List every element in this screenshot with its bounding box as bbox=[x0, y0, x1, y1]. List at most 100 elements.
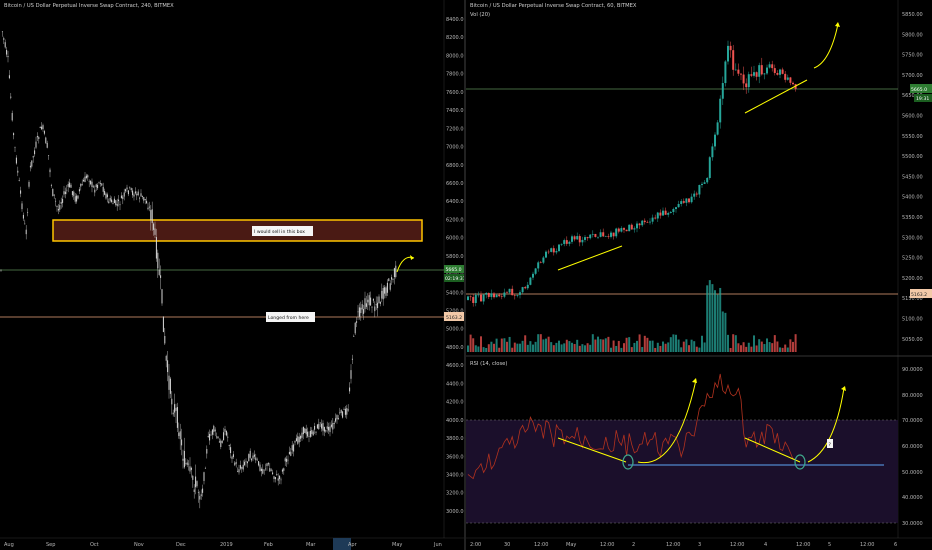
right-candle-body bbox=[747, 74, 750, 88]
panel-divider[interactable] bbox=[464, 0, 466, 550]
left-price-tick: 4400.0 bbox=[446, 381, 464, 387]
volume-bar bbox=[581, 344, 584, 352]
left-candle-body bbox=[207, 436, 209, 438]
left-candle-body bbox=[330, 424, 332, 427]
right-candle-body bbox=[654, 217, 657, 219]
left-candle-body bbox=[328, 426, 330, 431]
left-candle-body bbox=[126, 187, 128, 190]
right-candle-body bbox=[493, 293, 495, 298]
right-candle-body bbox=[734, 69, 737, 71]
left-candle-body bbox=[168, 375, 170, 390]
left-candle-body bbox=[297, 436, 299, 444]
left-candle-body bbox=[238, 469, 240, 473]
left-candle-body bbox=[186, 462, 188, 465]
left-candle-body bbox=[137, 191, 139, 196]
volume-bar bbox=[695, 346, 698, 352]
volume-bar bbox=[472, 338, 475, 352]
volume-bar bbox=[555, 342, 558, 352]
volume-bar bbox=[628, 337, 631, 352]
left-candle-body bbox=[49, 169, 51, 173]
left-candle-body bbox=[141, 195, 143, 197]
volume-bar bbox=[693, 341, 696, 352]
volume-bar bbox=[519, 343, 521, 352]
left-candle-body bbox=[214, 429, 216, 432]
right-price-chart[interactable]: 5850.00 5800.00 5750.00 5700.00 5650.00 5600.… bbox=[466, 0, 932, 550]
right-candle-body bbox=[524, 287, 527, 289]
right-candle-body bbox=[612, 232, 615, 237]
left-candle-body bbox=[95, 184, 97, 188]
left-candle-body bbox=[160, 275, 162, 278]
left-candle-body bbox=[225, 431, 227, 436]
right-candle-body bbox=[664, 210, 667, 215]
left-candle-body bbox=[346, 408, 348, 415]
left-candle-body bbox=[62, 198, 64, 203]
left-candle-body bbox=[106, 194, 108, 198]
left-candle-body bbox=[294, 441, 296, 443]
right-candle-body bbox=[672, 209, 675, 213]
right-price-tick: 5500.00 bbox=[902, 154, 923, 160]
left-candle-body bbox=[175, 407, 177, 411]
volume-bar bbox=[513, 342, 516, 352]
left-candle-body bbox=[101, 183, 103, 186]
right-price-tick: 5300.00 bbox=[902, 235, 923, 241]
left-candle-body bbox=[335, 418, 337, 422]
left-candle-body bbox=[381, 290, 383, 299]
right-candle-body bbox=[591, 233, 594, 235]
right-chart-panel[interactable]: Bitcoin / US Dollar Perpetual Inverse Sw… bbox=[466, 0, 932, 550]
left-candle-body bbox=[329, 426, 331, 433]
right-candle-body bbox=[641, 220, 644, 226]
right-candle-body bbox=[773, 68, 776, 73]
left-candle-body bbox=[17, 170, 19, 173]
left-candle-body bbox=[211, 429, 213, 435]
right-candle-body bbox=[537, 262, 540, 269]
left-candle-body bbox=[265, 468, 267, 470]
left-candle-body bbox=[386, 282, 388, 293]
right-price-tick: 5400.00 bbox=[902, 195, 923, 201]
left-candle-body bbox=[227, 436, 229, 438]
left-time-tick: Nov bbox=[134, 542, 144, 548]
left-candle-body bbox=[277, 478, 279, 481]
volume-bar bbox=[760, 341, 763, 352]
right-candle-body bbox=[526, 284, 529, 289]
left-candle-body bbox=[69, 182, 71, 188]
left-candle-body bbox=[288, 451, 290, 455]
left-candle-body bbox=[351, 358, 353, 360]
right-target-arrowhead bbox=[835, 22, 840, 27]
left-price-chart[interactable]: 8400.0 8200.0 8000.0 7800.0 7600.0 7400.0 7200… bbox=[0, 0, 464, 550]
right-candle-body bbox=[721, 83, 724, 99]
left-chart-panel[interactable]: Bitcoin / US Dollar Perpetual Inverse Sw… bbox=[0, 0, 464, 550]
rsi-arrow-1 bbox=[637, 379, 697, 464]
left-candle-body bbox=[174, 404, 176, 413]
right-time-tick: 2 bbox=[632, 542, 635, 548]
volume-bar bbox=[589, 344, 592, 352]
volume-bar bbox=[485, 347, 488, 352]
left-candle-body bbox=[382, 287, 384, 300]
volume-bar bbox=[571, 342, 573, 352]
right-candle-body bbox=[753, 72, 755, 76]
left-candle-body bbox=[32, 156, 34, 158]
volume-bar bbox=[487, 344, 490, 352]
right-candle-body bbox=[545, 251, 547, 258]
left-candle-body bbox=[192, 475, 194, 480]
left-candle-body bbox=[311, 430, 313, 434]
right-countdown-tag-bg bbox=[914, 94, 932, 102]
left-candle-body bbox=[123, 192, 125, 197]
left-current-price-tag: 5665.0 bbox=[446, 267, 462, 273]
right-candle-body bbox=[573, 236, 576, 240]
left-candle-body bbox=[133, 194, 135, 197]
left-candle-body bbox=[287, 459, 289, 461]
volume-bar bbox=[698, 347, 701, 352]
left-candle-body bbox=[4, 42, 6, 48]
volume-bar bbox=[745, 346, 748, 352]
left-time-tick: May bbox=[392, 542, 402, 548]
left-candle-body bbox=[132, 190, 134, 196]
left-candle-body bbox=[235, 462, 237, 464]
volume-indicator-label: Vol (20) bbox=[470, 12, 491, 18]
right-price-tick: 5150.00 bbox=[902, 296, 923, 302]
left-candle-body bbox=[10, 96, 12, 98]
right-price-tick: 5250.00 bbox=[902, 256, 923, 262]
right-candle-body bbox=[714, 134, 716, 147]
volume-bar bbox=[516, 343, 519, 352]
right-candle-body bbox=[617, 228, 620, 232]
left-candle-body bbox=[363, 308, 365, 314]
